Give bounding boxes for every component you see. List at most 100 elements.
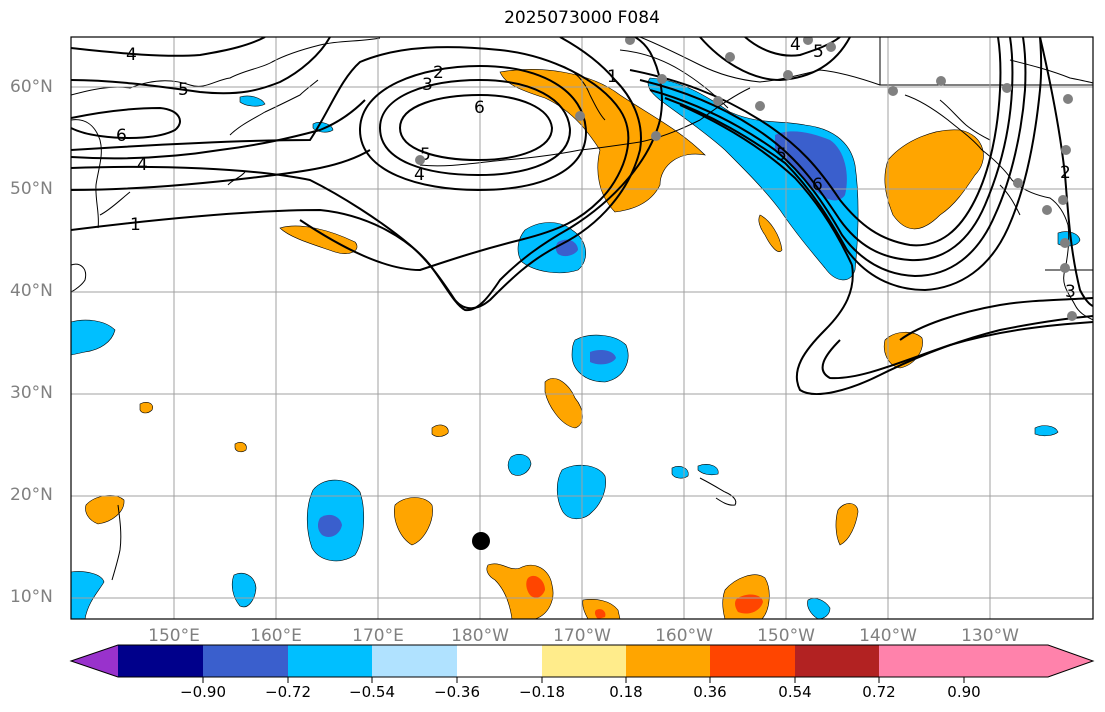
contour-3-west <box>71 149 371 191</box>
negative-anomaly-4 <box>556 464 606 520</box>
coastlines <box>71 37 1093 581</box>
colorbar-bin <box>457 645 542 677</box>
contour-trough-1 <box>629 37 1002 247</box>
negative-anomaly-15 <box>697 464 719 476</box>
positive-anomaly-10 <box>582 599 621 619</box>
colorbar-tick-label: 0.90 <box>947 683 981 701</box>
lat-label-40n: 40°N <box>10 281 53 301</box>
colorbar-tick-label: −0.72 <box>265 683 311 701</box>
station-markers <box>415 37 1077 321</box>
contour-trough-2 <box>639 37 1014 262</box>
lon-label-160e: 160°E <box>250 626 302 646</box>
strong-positive-3 <box>594 609 606 619</box>
height-contours <box>71 37 1093 396</box>
colorbar-bin <box>542 645 626 677</box>
graticule <box>71 37 1093 619</box>
strong-positive-2 <box>735 594 763 614</box>
contour-3-wave <box>71 46 630 272</box>
colorbar-tick-label: −0.18 <box>519 683 565 701</box>
contour-label: 3 <box>1065 282 1076 302</box>
contour-label: 5 <box>776 145 787 165</box>
negative-anomaly-11 <box>1034 425 1059 437</box>
positive-anomaly-eastpac <box>884 129 984 230</box>
contour-4-west <box>71 99 366 160</box>
contour-5-nw <box>71 37 331 95</box>
lon-label-150w: 150°W <box>757 626 815 646</box>
contour-label: 1 <box>130 215 141 235</box>
contour-label: 2 <box>1060 163 1071 183</box>
colorbar-tick-label: −0.54 <box>349 683 395 701</box>
contour-label: 5 <box>813 42 824 62</box>
negative-anomaly-12 <box>239 95 266 107</box>
map-frame <box>70 36 1094 620</box>
colorbar-tick-label: 0.72 <box>862 683 896 701</box>
lat-label-60n: 60°N <box>10 77 53 97</box>
colorbar-tick-label: −0.90 <box>180 683 226 701</box>
lon-label-140w: 140°W <box>859 626 917 646</box>
colorbar-tick-label: 0.18 <box>609 683 643 701</box>
map-title: 2025073000 F084 <box>504 8 660 28</box>
negative-anomaly-9 <box>807 598 831 619</box>
negative-anomaly-5 <box>71 319 116 356</box>
colorbar <box>69 644 1095 683</box>
contour-ne-5 <box>699 37 851 82</box>
lat-label-50n: 50°N <box>10 179 53 199</box>
colorbar-bin <box>118 645 203 677</box>
colorbar-bin <box>710 645 795 677</box>
lat-label-20n: 20°N <box>10 485 53 505</box>
contour-label: 5 <box>420 145 431 165</box>
contour-label: 3 <box>422 75 433 95</box>
colorbar-bin <box>626 645 710 677</box>
lon-label-170w: 170°W <box>553 626 611 646</box>
anomaly-shading <box>71 69 1081 619</box>
negative-anomaly-trough <box>647 77 859 281</box>
contour-label: 4 <box>126 45 137 65</box>
positive-anomaly-13 <box>234 442 247 453</box>
negative-anomaly-8 <box>507 454 532 476</box>
negative-anomaly-6 <box>71 571 105 619</box>
colorbar-tick-label: 0.36 <box>693 683 727 701</box>
colorbar-outline <box>69 644 1095 678</box>
colorbar-extend-low <box>71 645 118 677</box>
colorbar-tick-label: −0.36 <box>434 683 480 701</box>
contour-5-inner <box>378 78 572 177</box>
lon-label-150e: 150°E <box>148 626 200 646</box>
contour-ridge-se-2 <box>821 321 1093 380</box>
lon-label-170e: 170°E <box>352 626 404 646</box>
colorbar-bin <box>879 645 964 677</box>
contour-ridge-se-1 <box>795 264 1093 396</box>
contour-trough-5 <box>679 104 853 266</box>
contour-trough-4 <box>664 37 1043 292</box>
contour-6-inner <box>398 93 554 162</box>
contour-label: 5 <box>178 80 189 100</box>
contour-label: 6 <box>474 98 485 118</box>
contour-2-wave <box>71 37 642 310</box>
contour-label: 2 <box>433 63 444 83</box>
strong-negative-3 <box>317 514 342 537</box>
contour-4-inner <box>358 64 588 192</box>
positive-anomaly-5 <box>394 497 433 546</box>
contour-east-2 <box>1039 37 1093 307</box>
lon-label-180w: 180°W <box>451 626 509 646</box>
contour-label: 6 <box>812 175 823 195</box>
colorbar-extend-high <box>964 645 1093 677</box>
lat-label-30n: 30°N <box>10 383 53 403</box>
positive-anomaly-7 <box>835 503 859 546</box>
contour-4-nw <box>71 37 266 57</box>
lat-label-10n: 10°N <box>10 587 53 607</box>
lon-label-160w: 160°W <box>655 626 713 646</box>
colorbar-bin <box>795 645 879 677</box>
contour-label: 6 <box>116 126 127 146</box>
colorbar-tick-label: 0.54 <box>778 683 812 701</box>
contour-label: 1 <box>607 67 618 87</box>
contour-labels: 4 5 6 4 1 2 3 6 5 4 1 4 5 6 5 2 3 <box>116 35 1076 302</box>
contour-trough-3 <box>649 37 1027 278</box>
strong-negative-2 <box>590 350 616 365</box>
positive-anomaly-2 <box>758 214 783 252</box>
positive-anomaly-11 <box>139 402 153 414</box>
contour-label: 4 <box>137 155 148 175</box>
contour-label: 4 <box>790 35 801 55</box>
storm-center-marker <box>472 532 490 550</box>
colorbar-bin <box>372 645 457 677</box>
